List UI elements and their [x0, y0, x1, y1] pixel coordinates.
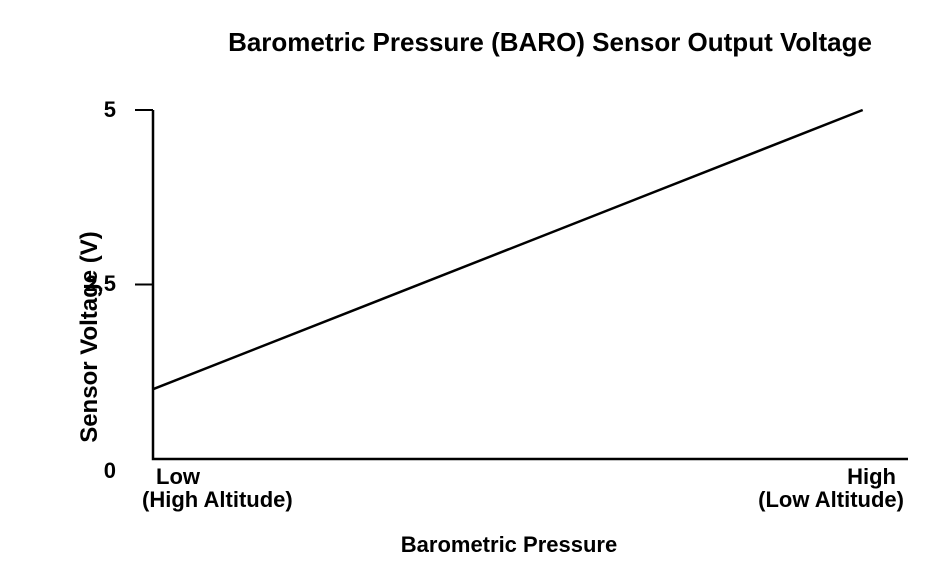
- x-axis-title: Barometric Pressure: [400, 532, 618, 557]
- x-end-sublabel-low-altitude: (Low Altitude): [758, 487, 904, 512]
- y-axis-title: Sensor Voltage (V): [76, 231, 103, 443]
- x-end-label-high: High: [847, 464, 896, 489]
- chart-title: Barometric Pressure (BARO) Sensor Output…: [228, 27, 872, 57]
- axis-lines: [151, 110, 908, 461]
- x-end-label-low: Low: [156, 464, 200, 489]
- sensor-output-line: [152, 108, 864, 391]
- y-tick-label-0: 0: [103, 458, 116, 483]
- x-end-sublabel-high-altitude: (High Altitude): [142, 487, 293, 512]
- y-tick-label-2-5: 2.5: [85, 271, 116, 296]
- y-tick-label-5: 5: [103, 97, 116, 122]
